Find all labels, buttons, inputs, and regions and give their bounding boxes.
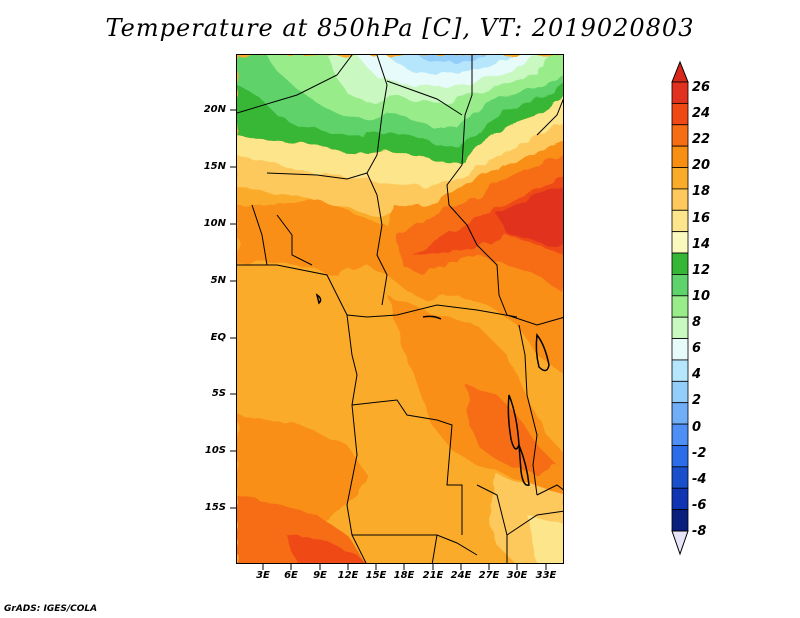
chart-title: Temperature at 850hPa [C], VT: 201902080…: [105, 14, 695, 42]
colorbar-label: -4: [692, 471, 707, 487]
colorbar-segment: [671, 466, 689, 489]
colorbar-segment: [671, 295, 689, 318]
colorbar-label: 0: [692, 419, 702, 435]
colorbar-label: 26: [692, 80, 711, 95]
colorbar-segment: [671, 252, 689, 275]
lat-label-eq: EQ: [210, 332, 226, 343]
lat-label-15n: 15N: [203, 161, 226, 172]
colorbar-segment: [671, 124, 689, 147]
lat-label-20n: 20N: [203, 104, 226, 115]
colorbar-label: 16: [692, 210, 711, 226]
lat-label-10n: 10N: [203, 218, 226, 229]
colorbar-label: 12: [692, 262, 711, 278]
colorbar-segment: [671, 509, 689, 532]
lat-label-15s: 15S: [204, 502, 226, 513]
lon-label-33e: 33E: [535, 570, 557, 581]
colorbar-label: 14: [692, 236, 711, 252]
colorbar-segment: [671, 188, 689, 211]
lon-label-9e: 9E: [313, 570, 327, 581]
colorbar-segment: [671, 402, 689, 425]
colorbar-label: 6: [692, 341, 702, 357]
colorbar-label: -2: [692, 445, 707, 461]
map-panel: [236, 54, 564, 564]
lon-label-30e: 30E: [506, 570, 528, 581]
lon-label-18e: 18E: [393, 570, 415, 581]
colorbar-label: -6: [692, 497, 707, 513]
colorbar-segment: [671, 209, 689, 233]
colorbar-segment: [671, 167, 689, 190]
grads-credit: GrADS: IGES/COLA: [4, 604, 98, 614]
colorbar-label: 24: [692, 106, 711, 122]
colorbar-segment: [671, 231, 689, 254]
country-borders: [237, 55, 563, 563]
colorbar-segment: [671, 487, 689, 511]
colorbar-segment: [671, 274, 689, 297]
lon-label-24e: 24E: [450, 570, 472, 581]
lat-label-5n: 5N: [210, 275, 226, 286]
lon-label-6e: 6E: [284, 570, 298, 581]
lon-label-12e: 12E: [337, 570, 359, 581]
lat-label-5s: 5S: [211, 388, 226, 399]
lon-label-15e: 15E: [365, 570, 387, 581]
colorbar-label: 20: [692, 158, 711, 174]
colorbar-label: 8: [692, 315, 702, 331]
colorbar-segment: [671, 380, 689, 404]
lon-label-21e: 21E: [422, 570, 444, 581]
colorbar-segment: [671, 359, 689, 382]
colorbar-label: 22: [692, 132, 711, 148]
colorbar-segment: [671, 102, 689, 126]
colorbar-label: -8: [692, 524, 707, 539]
colorbar-segment: [671, 316, 689, 339]
temperature-field: [237, 55, 563, 563]
lon-label-27e: 27E: [478, 570, 500, 581]
lake-outlines: [315, 293, 550, 486]
colorbar-segment: [671, 445, 689, 468]
colorbar-top-arrow: [671, 60, 689, 83]
lon-label-3e: 3E: [256, 570, 270, 581]
colorbar-segment: [671, 338, 689, 361]
colorbar-segment: [671, 81, 689, 104]
colorbar-segment: [671, 423, 689, 446]
colorbar-bottom-arrow: [671, 530, 689, 556]
colorbar-label: 10: [692, 288, 711, 304]
colorbar-label: 4: [692, 367, 702, 383]
colorbar-label: 18: [692, 184, 711, 200]
lat-label-10s: 10S: [204, 445, 226, 456]
colorbar-segment: [671, 145, 689, 168]
colorbar-label: 2: [692, 393, 702, 409]
